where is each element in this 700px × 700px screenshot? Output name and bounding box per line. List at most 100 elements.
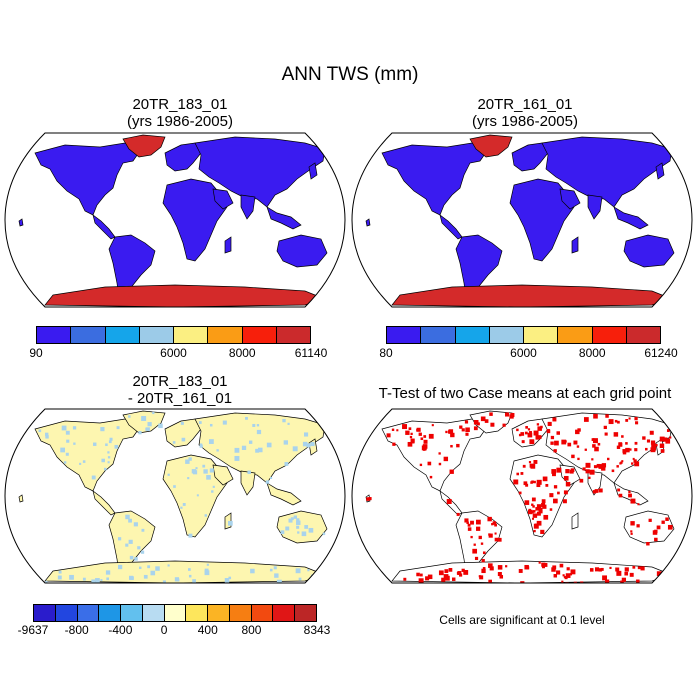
difference-cell xyxy=(82,577,86,581)
colorbar-tick-label: -400 xyxy=(108,623,133,637)
land-nz xyxy=(334,264,342,280)
difference-cell xyxy=(141,528,145,532)
land-madagascar xyxy=(224,236,232,254)
difference-cell xyxy=(296,518,300,522)
significant-cell xyxy=(592,444,596,448)
colorbar-swatch xyxy=(276,327,310,343)
significant-cell xyxy=(521,440,525,444)
land-australia xyxy=(276,510,328,544)
difference-cell xyxy=(287,422,290,425)
colorbar-swatch xyxy=(139,327,174,343)
significant-cell xyxy=(663,576,666,579)
significant-cell xyxy=(630,521,635,526)
significant-cell xyxy=(505,412,510,417)
land-europe xyxy=(164,418,202,448)
significant-cell xyxy=(422,448,426,451)
significant-cell xyxy=(646,439,651,443)
map-frame xyxy=(4,132,346,308)
significant-cell xyxy=(659,436,665,442)
difference-cell xyxy=(252,423,256,427)
significant-cell xyxy=(652,530,658,535)
land-samerica xyxy=(455,510,503,576)
significant-cell xyxy=(423,439,428,444)
difference-cell xyxy=(216,449,219,452)
significant-cell xyxy=(465,432,469,436)
significant-cell xyxy=(634,416,638,421)
difference-cell xyxy=(138,431,142,435)
significant-cell xyxy=(488,579,492,583)
panel1-title-line2: (yrs 1986-2005) xyxy=(127,113,233,130)
significant-cell xyxy=(526,566,530,570)
significant-cell xyxy=(536,479,542,485)
difference-cell xyxy=(234,455,240,461)
difference-cell xyxy=(82,460,86,463)
difference-cell xyxy=(206,563,209,566)
difference-cell xyxy=(65,430,70,435)
significant-cell xyxy=(640,566,645,571)
difference-cell xyxy=(79,462,82,465)
significant-cell xyxy=(648,518,652,522)
significant-cell xyxy=(407,441,413,447)
land-asia xyxy=(194,136,326,208)
colorbar-swatch xyxy=(105,327,140,343)
difference-cell xyxy=(117,564,123,570)
difference-cell xyxy=(45,580,48,583)
colorbar-tick-label: 8000 xyxy=(578,346,606,360)
significant-cell xyxy=(571,454,575,459)
significant-cell xyxy=(620,461,623,464)
land-asia xyxy=(541,412,673,484)
significant-cell xyxy=(580,581,584,583)
significant-cell xyxy=(634,441,638,445)
land-samerica xyxy=(455,234,503,300)
significant-cell xyxy=(686,545,689,549)
difference-cell xyxy=(57,575,62,580)
difference-cell xyxy=(117,537,122,541)
land-namerica xyxy=(34,142,141,216)
colorbar-swatch xyxy=(273,605,296,621)
difference-cell xyxy=(100,579,103,582)
significant-cell xyxy=(461,428,465,432)
significant-cell xyxy=(450,444,453,448)
significant-cell xyxy=(532,513,538,518)
colorbar-swatch xyxy=(71,327,106,343)
difference-cell xyxy=(296,525,300,529)
difference-cell xyxy=(274,573,279,578)
colorbar-swatch xyxy=(387,327,422,343)
significant-cell xyxy=(482,551,486,555)
significant-cell xyxy=(461,568,465,572)
significant-cell xyxy=(428,433,434,439)
significant-cell xyxy=(527,432,533,438)
significant-cell xyxy=(421,445,427,451)
significant-cell xyxy=(543,562,548,567)
map-frame xyxy=(351,132,693,308)
significant-cell xyxy=(604,432,608,436)
colorbar-tick-label: 61140 xyxy=(294,346,328,360)
significant-cell xyxy=(553,449,557,453)
significant-cell xyxy=(531,503,534,506)
land-namerica xyxy=(34,418,141,492)
difference-cell xyxy=(143,574,148,579)
significant-cell xyxy=(625,447,630,453)
difference-cell xyxy=(167,564,170,567)
map-frame xyxy=(351,408,693,584)
significant-cell xyxy=(630,530,633,533)
significant-cell xyxy=(518,569,523,573)
land-nz xyxy=(334,540,342,556)
significant-cell xyxy=(604,579,610,583)
land-greenland xyxy=(469,134,513,158)
significant-cell xyxy=(559,563,564,568)
significant-cell xyxy=(624,571,629,576)
significant-cell xyxy=(487,516,492,522)
significant-cell xyxy=(542,476,548,482)
land-centralam xyxy=(92,490,116,516)
difference-cell xyxy=(204,514,208,517)
significant-cell xyxy=(630,532,633,535)
land-australia xyxy=(623,234,675,268)
colorbar-tick-label: 8000 xyxy=(228,346,256,360)
significant-cell xyxy=(391,428,395,431)
panel4-map xyxy=(351,408,693,584)
panel3-title-line2: - 20TR_161_01 xyxy=(127,390,233,407)
colorbar-tick-label: 8343 xyxy=(303,623,331,637)
colorbar-swatch xyxy=(99,605,122,621)
colorbar-swatch xyxy=(295,605,316,621)
